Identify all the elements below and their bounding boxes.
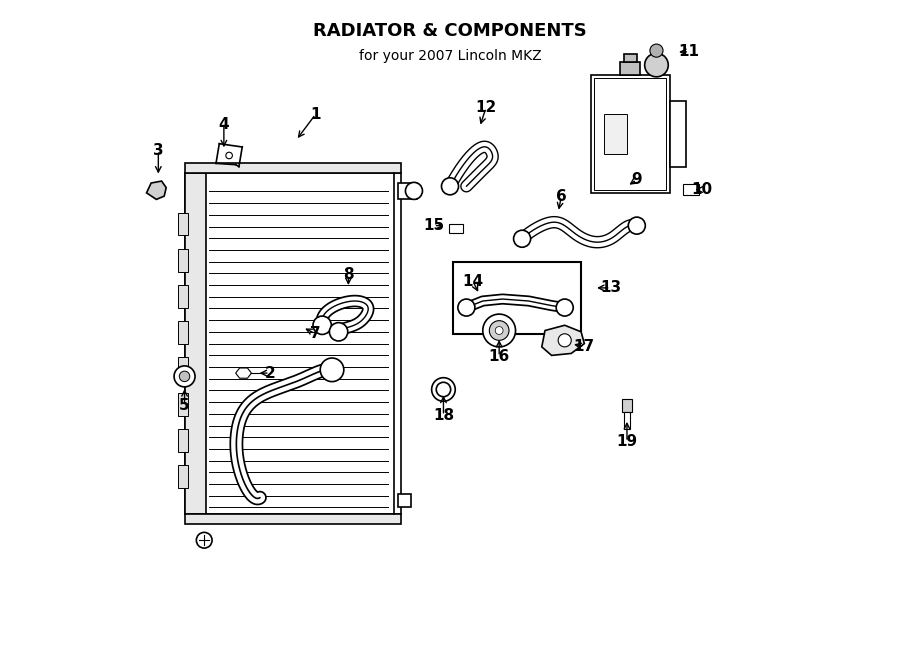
- Circle shape: [436, 382, 451, 397]
- Text: 13: 13: [600, 280, 621, 295]
- Text: RADIATOR & COMPONENTS: RADIATOR & COMPONENTS: [313, 22, 587, 40]
- Text: 8: 8: [343, 267, 354, 282]
- Text: 12: 12: [475, 100, 497, 115]
- Polygon shape: [147, 181, 166, 200]
- Text: 17: 17: [574, 339, 595, 354]
- Bar: [178, 285, 188, 307]
- Bar: [184, 163, 400, 173]
- Circle shape: [320, 358, 344, 381]
- Circle shape: [432, 377, 455, 401]
- Bar: [184, 514, 400, 524]
- Bar: [178, 321, 188, 344]
- Bar: [398, 494, 410, 508]
- Bar: [623, 399, 632, 412]
- Bar: [620, 61, 640, 75]
- Text: 5: 5: [179, 399, 190, 413]
- Circle shape: [196, 532, 212, 548]
- Circle shape: [495, 327, 503, 334]
- Polygon shape: [236, 368, 251, 378]
- Bar: [594, 78, 666, 190]
- Bar: [178, 357, 188, 379]
- Text: 4: 4: [219, 116, 230, 132]
- Bar: [178, 393, 188, 416]
- Circle shape: [482, 314, 516, 347]
- Circle shape: [558, 334, 572, 347]
- Bar: [454, 262, 581, 334]
- Bar: [624, 412, 630, 429]
- Bar: [398, 183, 418, 200]
- Text: 18: 18: [433, 408, 454, 423]
- Text: 15: 15: [423, 218, 445, 233]
- Text: for your 2007 Lincoln MKZ: for your 2007 Lincoln MKZ: [359, 49, 541, 63]
- Text: 7: 7: [310, 327, 321, 341]
- Bar: [591, 75, 670, 193]
- Circle shape: [405, 182, 422, 200]
- Bar: [178, 213, 188, 235]
- Circle shape: [556, 299, 573, 316]
- Text: 1: 1: [310, 106, 321, 122]
- Polygon shape: [542, 325, 584, 356]
- Bar: [178, 429, 188, 451]
- Text: 10: 10: [692, 182, 713, 197]
- Text: 11: 11: [679, 44, 699, 59]
- Text: 9: 9: [632, 173, 642, 187]
- Circle shape: [628, 217, 645, 234]
- Bar: [624, 54, 637, 61]
- Circle shape: [329, 323, 347, 341]
- Text: 16: 16: [489, 349, 509, 364]
- Bar: [604, 114, 627, 153]
- Circle shape: [313, 316, 331, 334]
- Text: 6: 6: [556, 188, 567, 204]
- Circle shape: [458, 299, 475, 316]
- Text: 19: 19: [616, 434, 637, 449]
- Bar: [670, 101, 686, 167]
- Circle shape: [490, 321, 509, 340]
- Circle shape: [179, 371, 190, 381]
- Circle shape: [226, 152, 232, 159]
- Text: 14: 14: [463, 274, 483, 289]
- Bar: [184, 173, 205, 514]
- Bar: [449, 224, 464, 233]
- Text: 3: 3: [153, 143, 164, 158]
- Text: 2: 2: [265, 366, 275, 381]
- Circle shape: [174, 366, 195, 387]
- Bar: [178, 249, 188, 272]
- Circle shape: [514, 230, 531, 247]
- Circle shape: [442, 178, 458, 195]
- Circle shape: [644, 54, 669, 77]
- Circle shape: [650, 44, 663, 58]
- Bar: [683, 184, 699, 195]
- Bar: [178, 465, 188, 488]
- Bar: [184, 173, 400, 514]
